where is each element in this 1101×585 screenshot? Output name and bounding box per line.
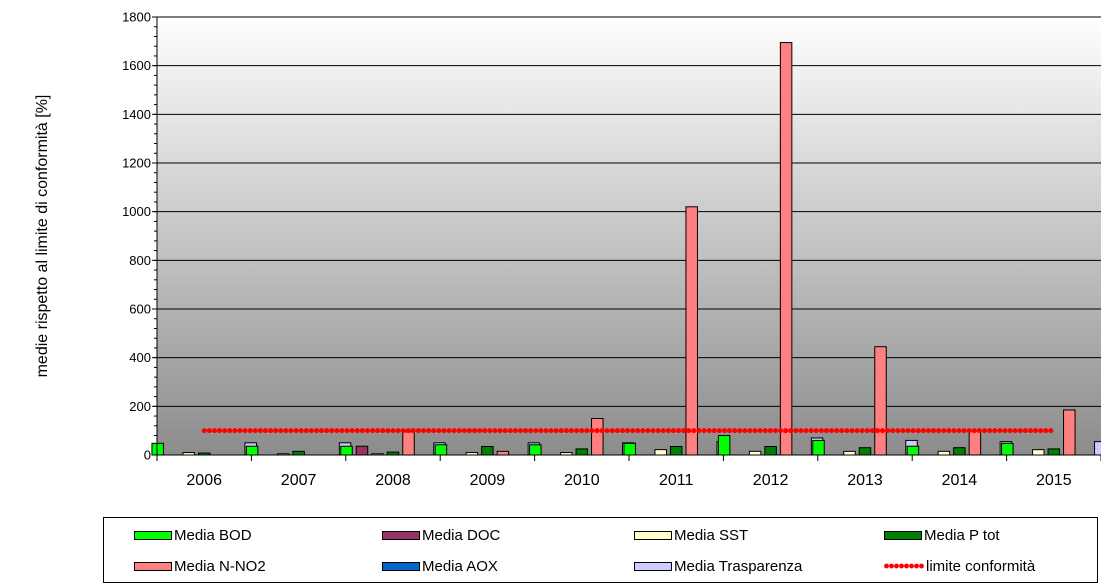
- legend-swatch: [134, 530, 172, 540]
- x-tick-label: 2013: [847, 472, 883, 489]
- bar-media-n-no2-2009: [496, 450, 510, 456]
- bar-media-p-tot-2011: [669, 445, 683, 456]
- bar-media-bod-2014: [906, 445, 920, 456]
- legend-item-media-bod: Media BOD: [134, 525, 252, 545]
- bar-media-n-no2-2012: [779, 42, 793, 456]
- legend-label: Media DOC: [422, 526, 501, 544]
- bar-media-n-no2-2008: [402, 431, 415, 456]
- legend-label: Media N-NO2: [174, 557, 266, 575]
- bar-media-trasparenza-2015: [1094, 441, 1101, 456]
- legend-item-limite-conformit-: limite conformità: [884, 556, 1035, 576]
- y-tick-label: 1000: [122, 204, 151, 219]
- legend-item-media-p-tot: Media P tot: [884, 525, 1000, 545]
- x-tick-label: 2008: [375, 472, 411, 489]
- legend-swatch: [884, 530, 922, 540]
- legend: Media BOD Media DOC Media SST Media P tot Me…: [103, 517, 1098, 583]
- y-tick-label: 400: [129, 350, 151, 365]
- axes: [156, 17, 1101, 461]
- legend-label: Media AOX: [422, 557, 498, 575]
- legend-label: Media P tot: [924, 526, 1000, 544]
- x-tick-label: 2007: [281, 472, 317, 489]
- y-tick-label: 600: [129, 302, 151, 317]
- plot-area: [157, 17, 1101, 455]
- legend-label: Media BOD: [174, 526, 252, 544]
- x-tick-labels: 2006 2007 2008 2009 2010 2011 2012 2013 2014 2015: [186, 472, 1071, 489]
- bar-media-sst-2013: [843, 450, 856, 456]
- legend-label: limite conformità: [926, 557, 1036, 575]
- bars: [151, 42, 1101, 456]
- bar-media-bod-2012: [717, 435, 731, 456]
- bar-media-bod-2007: [245, 445, 259, 456]
- bar-media-n-no2-2015: [1063, 409, 1076, 456]
- bar-media-n-no2-2013: [874, 346, 887, 456]
- y-tick-labels: 0 200 400 600 800 1000 1200 1400 1600 1800: [122, 10, 151, 463]
- legend-item-media-doc: Media DOC: [382, 525, 500, 545]
- x-tick-label: 2011: [659, 472, 694, 489]
- y-tick-label: 0: [144, 448, 151, 463]
- x-tick-label: 2015: [1036, 472, 1072, 489]
- legend-swatch: [634, 530, 672, 540]
- legend-swatch: [884, 563, 924, 569]
- legend-item-media-n-no2: Media N-NO2: [134, 556, 266, 576]
- y-tick-label: 1400: [122, 107, 151, 122]
- bar-media-p-tot-2007: [292, 450, 305, 456]
- y-tick-label: 1600: [122, 58, 151, 73]
- legend-swatch: [382, 561, 420, 571]
- bar-media-bod-2008: [340, 445, 353, 456]
- legend-swatch: [134, 561, 172, 571]
- bar-media-bod-2013: [812, 439, 825, 456]
- bar-media-bod-2009: [434, 444, 448, 456]
- y-axis-title: medie rispetto al limite di conformità […: [34, 95, 51, 378]
- legend-swatch: [634, 561, 672, 571]
- bar-media-n-no2-2010: [591, 418, 604, 456]
- legend-item-media-trasparenza: Media Trasparenza: [634, 556, 802, 576]
- bar-media-sst-2012: [748, 450, 762, 456]
- bar-media-p-tot-2015: [1047, 448, 1061, 456]
- bar-media-p-tot-2009: [481, 445, 494, 456]
- legend-item-media-sst: Media SST: [634, 525, 748, 545]
- gridlines: [152, 16, 1101, 456]
- bar-media-bod-2006: [151, 442, 164, 456]
- legend-swatch: [382, 530, 420, 540]
- bar-media-p-tot-2010: [575, 448, 589, 456]
- x-tick-label: 2012: [753, 472, 789, 489]
- legend-label: Media SST: [674, 526, 749, 544]
- y-tick-label: 1200: [122, 156, 151, 171]
- bar-media-bod-2010: [529, 444, 542, 456]
- bar-media-bod-2015: [1001, 442, 1014, 456]
- y-tick-label: 200: [129, 399, 151, 414]
- bar-media-p-tot-2012: [764, 445, 777, 456]
- bar-media-bod-2011: [623, 442, 636, 456]
- legend-item-media-aox: Media AOX: [382, 556, 498, 576]
- y-tick-label: 800: [129, 253, 151, 268]
- bar-media-sst-2011: [654, 449, 667, 456]
- bar-media-n-no2-2011: [685, 206, 698, 456]
- bar-media-p-tot-2014: [953, 447, 966, 456]
- bar-media-sst-2015: [1032, 449, 1045, 456]
- legend-label: Media Trasparenza: [674, 557, 803, 575]
- bar-media-sst-2014: [937, 450, 951, 456]
- y-tick-label: 1800: [122, 10, 151, 25]
- x-tick-label: 2006: [186, 472, 222, 489]
- bar-media-doc-2008: [355, 445, 369, 456]
- x-tick-label: 2009: [470, 472, 506, 489]
- x-tick-label: 2014: [942, 472, 978, 489]
- bar-media-p-tot-2013: [858, 447, 872, 456]
- x-tick-label: 2010: [564, 472, 600, 489]
- bar-media-n-no2-2014: [968, 430, 982, 456]
